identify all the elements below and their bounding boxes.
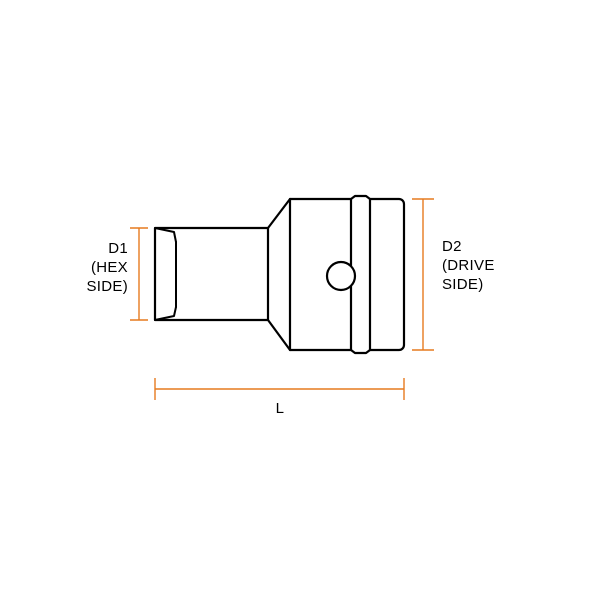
socket-diagram-svg — [0, 0, 600, 600]
label-d1: D1 (HEX SIDE) — [58, 240, 128, 296]
label-d2: D2 (DRIVE SIDE) — [442, 238, 522, 294]
diagram-stage: D1 (HEX SIDE) D2 (DRIVE SIDE) L — [0, 0, 600, 600]
dimension-l — [155, 378, 404, 400]
socket-outline — [155, 196, 404, 353]
dimension-d2 — [412, 199, 434, 350]
label-l: L — [265, 400, 295, 419]
dimension-d1 — [130, 228, 148, 320]
